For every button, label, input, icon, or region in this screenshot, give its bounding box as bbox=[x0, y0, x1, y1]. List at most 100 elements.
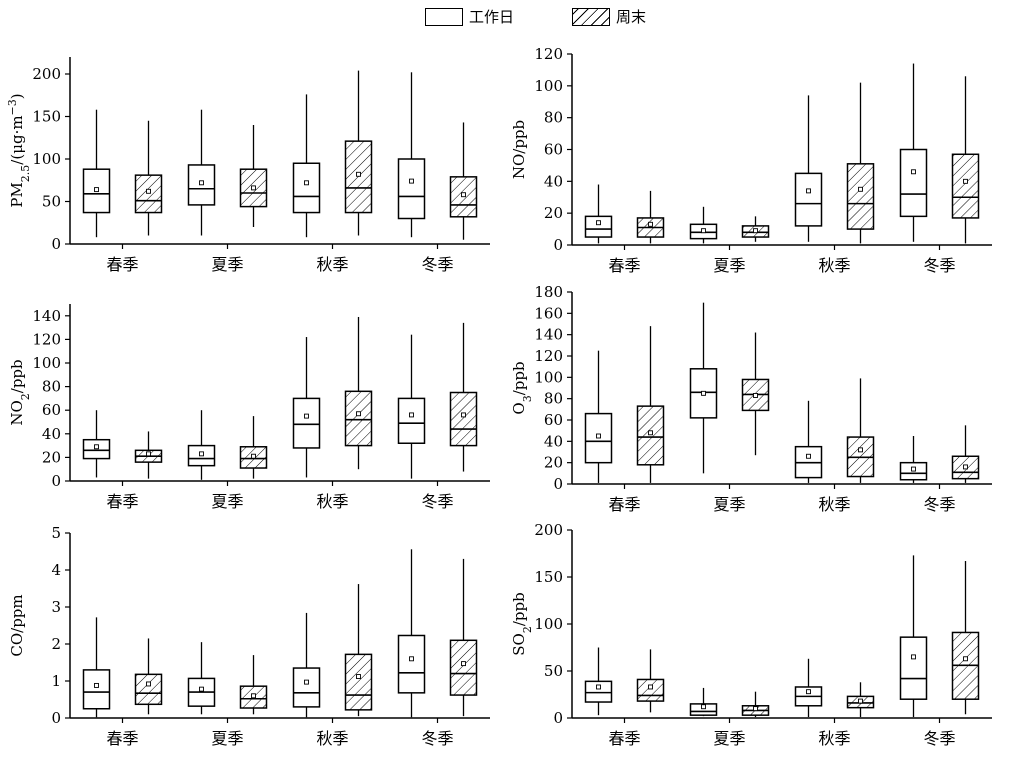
box-weekend bbox=[449, 558, 478, 717]
box-mean bbox=[199, 451, 204, 457]
box-mean bbox=[94, 682, 99, 688]
box-weekday bbox=[292, 612, 321, 718]
box-mean bbox=[304, 679, 309, 685]
box-weekday bbox=[397, 72, 426, 238]
box-iqr bbox=[344, 140, 373, 214]
box-weekend bbox=[344, 584, 373, 717]
box-weekend bbox=[846, 82, 875, 244]
box-iqr bbox=[449, 639, 478, 696]
box-mean bbox=[199, 180, 204, 186]
box-weekend bbox=[449, 122, 478, 240]
box-mean bbox=[753, 228, 758, 234]
box-iqr bbox=[397, 634, 426, 694]
box-weekend bbox=[636, 190, 665, 244]
box-mean bbox=[648, 684, 653, 690]
box-iqr bbox=[134, 673, 163, 706]
box-weekend bbox=[846, 682, 875, 718]
box-iqr bbox=[636, 405, 665, 466]
y-tick-label: 0 bbox=[553, 709, 563, 727]
box-iqr bbox=[689, 703, 718, 716]
legend-item-weekday: 工作日 bbox=[425, 6, 514, 27]
chart-panel-3: 0 20 40 60 80 100 120 140 春季 夏季 秋季 冬季 NO2/ppb bbox=[8, 304, 490, 511]
box-weekend bbox=[741, 691, 770, 718]
y-tick-label: 80 bbox=[544, 390, 563, 408]
box-mean bbox=[963, 464, 968, 470]
box-weekend bbox=[344, 70, 373, 236]
box-mean bbox=[858, 447, 863, 453]
box-weekday bbox=[584, 184, 613, 244]
box-iqr bbox=[344, 390, 373, 447]
y-tick-label: 20 bbox=[42, 448, 61, 466]
box-iqr bbox=[397, 158, 426, 220]
box-weekday bbox=[899, 63, 928, 242]
box-weekday bbox=[794, 400, 823, 483]
y-tick-label: 150 bbox=[534, 568, 563, 586]
box-iqr bbox=[794, 172, 823, 227]
x-tick-label: 秋季 bbox=[316, 255, 348, 274]
x-tick-label: 秋季 bbox=[316, 729, 348, 748]
y-axis-title: SO2/ppb bbox=[510, 592, 534, 655]
y-tick-label: 140 bbox=[534, 326, 563, 344]
box-weekend bbox=[239, 416, 268, 479]
legend-swatch-weekend bbox=[572, 7, 610, 26]
box-iqr bbox=[899, 636, 928, 700]
box-mean bbox=[356, 411, 361, 417]
y-axis-title: CO/ppm bbox=[8, 594, 26, 656]
box-weekday bbox=[899, 436, 928, 483]
box-iqr bbox=[134, 174, 163, 214]
y-tick-label: 60 bbox=[544, 141, 563, 159]
box-iqr bbox=[846, 163, 875, 230]
y-tick-label: 120 bbox=[534, 45, 563, 63]
chart-panel-1: 0 50 100 150 200 春季 夏季 秋季 冬季 PM2.5/(μg·m−3) bbox=[6, 57, 490, 274]
box-mean bbox=[648, 430, 653, 436]
box-weekend bbox=[636, 326, 665, 483]
x-tick-label: 春季 bbox=[106, 729, 138, 748]
y-tick-label: 1 bbox=[51, 672, 61, 690]
box-mean bbox=[806, 689, 811, 695]
x-tick-label: 冬季 bbox=[923, 256, 955, 275]
x-tick-label: 冬季 bbox=[421, 729, 453, 748]
box-mean bbox=[146, 681, 151, 687]
y-tick-label: 100 bbox=[534, 77, 563, 95]
y-tick-label: 0 bbox=[51, 235, 61, 253]
x-tick-label: 春季 bbox=[106, 255, 138, 274]
box-mean bbox=[146, 188, 151, 194]
box-mean bbox=[596, 433, 601, 439]
box-mean bbox=[858, 698, 863, 704]
y-tick-label: 200 bbox=[534, 521, 563, 539]
box-weekday bbox=[584, 350, 613, 483]
box-mean bbox=[409, 412, 414, 418]
box-mean bbox=[94, 187, 99, 193]
box-mean bbox=[963, 178, 968, 184]
legend-label-weekday: 工作日 bbox=[469, 8, 515, 26]
legend: 工作日 周末 bbox=[0, 6, 1018, 34]
box-mean bbox=[596, 684, 601, 690]
box-iqr bbox=[951, 153, 980, 219]
box-iqr bbox=[292, 397, 321, 449]
y-tick-label: 100 bbox=[32, 150, 61, 168]
y-tick-label: 0 bbox=[553, 475, 563, 493]
x-tick-label: 冬季 bbox=[923, 729, 955, 748]
y-tick-label: 50 bbox=[544, 662, 563, 680]
box-mean bbox=[911, 169, 916, 175]
box-weekday bbox=[794, 95, 823, 242]
y-tick-label: 60 bbox=[544, 411, 563, 429]
box-mean bbox=[911, 654, 916, 660]
box-weekend bbox=[239, 655, 268, 715]
x-tick-label: 春季 bbox=[106, 492, 138, 511]
y-tick-label: 80 bbox=[544, 109, 563, 127]
x-tick-label: 冬季 bbox=[421, 255, 453, 274]
y-tick-label: 120 bbox=[534, 347, 563, 365]
y-tick-label: 60 bbox=[42, 401, 61, 419]
y-tick-label: 200 bbox=[32, 65, 61, 83]
y-tick-label: 20 bbox=[544, 454, 563, 472]
y-tick-label: 40 bbox=[42, 425, 61, 443]
x-tick-label: 春季 bbox=[608, 256, 640, 275]
x-tick-label: 冬季 bbox=[421, 492, 453, 511]
y-axis-title: NO/ppb bbox=[510, 120, 528, 179]
box-weekday bbox=[689, 206, 718, 244]
box-mean bbox=[806, 188, 811, 194]
box-weekday bbox=[292, 94, 321, 238]
box-weekday bbox=[584, 647, 613, 716]
